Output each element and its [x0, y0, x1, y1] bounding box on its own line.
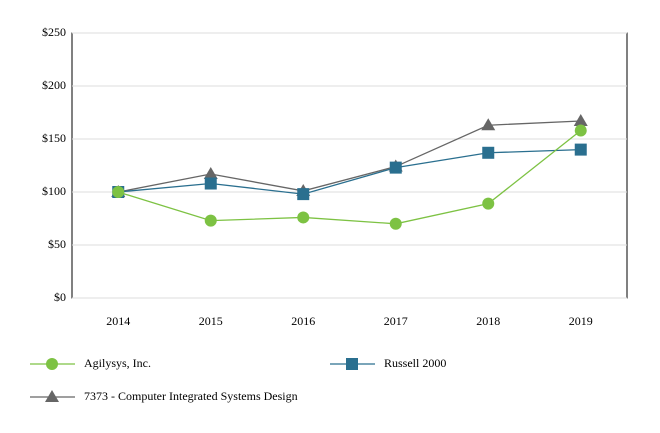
series-line	[118, 120, 581, 193]
data-point	[482, 197, 495, 210]
plot-frame	[71, 32, 628, 299]
legend-marker	[45, 390, 59, 402]
legend-marker	[46, 358, 58, 370]
legend-label: Russell 2000	[384, 356, 446, 370]
x-tick-label: 2019	[569, 314, 593, 328]
data-point	[297, 211, 310, 224]
series-line	[118, 148, 581, 195]
legend-label: 7373 - Computer Integrated Systems Desig…	[84, 389, 298, 403]
x-tick-label: 2015	[199, 314, 223, 328]
data-point	[112, 186, 125, 198]
y-tick-label: $150	[42, 131, 66, 145]
y-tick-label: $250	[42, 25, 66, 39]
data-point	[297, 188, 310, 201]
data-point	[389, 217, 402, 230]
data-point	[482, 146, 495, 159]
data-point	[574, 143, 587, 156]
x-tick-label: 2016	[291, 314, 315, 328]
x-tick-label: 2017	[384, 314, 408, 328]
data-point	[573, 113, 588, 126]
y-tick-label: $100	[42, 184, 66, 198]
legend-label: Agilysys, Inc.	[84, 356, 151, 370]
y-tick-label: $200	[42, 78, 66, 92]
legend-marker	[346, 358, 358, 370]
data-point	[204, 177, 217, 190]
data-point	[204, 214, 217, 227]
x-tick-label: 2014	[106, 314, 130, 328]
x-tick-label: 2018	[476, 314, 500, 328]
data-point	[481, 118, 496, 131]
data-point	[389, 161, 402, 174]
series-line	[118, 130, 582, 225]
data-point	[203, 166, 218, 179]
data-point	[574, 124, 587, 137]
y-tick-label: $0	[54, 290, 66, 304]
y-tick-label: $50	[48, 237, 66, 251]
